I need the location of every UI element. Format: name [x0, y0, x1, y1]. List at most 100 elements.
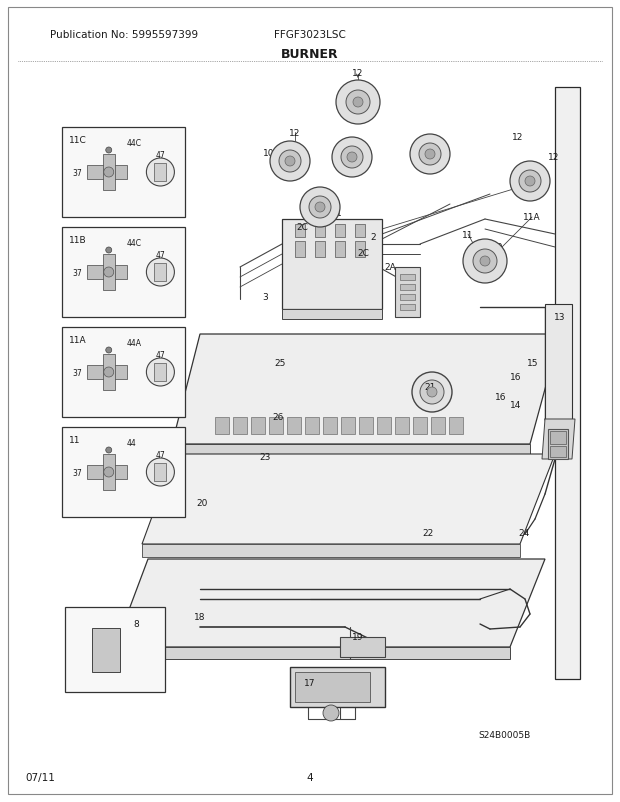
- Polygon shape: [233, 418, 247, 435]
- Polygon shape: [400, 285, 415, 290]
- Text: 11: 11: [463, 230, 474, 239]
- Text: 18: 18: [194, 613, 206, 622]
- Text: 2C: 2C: [296, 223, 308, 233]
- Text: 2A: 2A: [384, 263, 396, 272]
- Text: FFGF3023LSC: FFGF3023LSC: [274, 30, 346, 40]
- Text: 16: 16: [495, 393, 507, 402]
- Text: 4: 4: [307, 772, 313, 782]
- Text: S24B0005B: S24B0005B: [478, 730, 530, 739]
- Circle shape: [285, 157, 295, 167]
- Text: 3: 3: [262, 294, 268, 302]
- Circle shape: [146, 159, 174, 187]
- Polygon shape: [395, 268, 420, 318]
- Text: BURNER: BURNER: [281, 48, 339, 61]
- Text: eReplacementParts.com: eReplacementParts.com: [234, 453, 386, 466]
- Polygon shape: [154, 264, 166, 282]
- Polygon shape: [305, 418, 319, 435]
- Polygon shape: [87, 465, 126, 480]
- Polygon shape: [323, 418, 337, 435]
- Polygon shape: [400, 294, 415, 301]
- Text: 11A: 11A: [69, 335, 87, 345]
- Text: 37: 37: [72, 268, 82, 277]
- Circle shape: [146, 259, 174, 286]
- Text: 44: 44: [126, 438, 136, 447]
- Circle shape: [347, 153, 357, 163]
- Polygon shape: [315, 241, 325, 257]
- Text: 11C: 11C: [310, 188, 328, 197]
- Polygon shape: [215, 418, 229, 435]
- Text: 2: 2: [370, 233, 376, 242]
- Circle shape: [425, 150, 435, 160]
- Polygon shape: [545, 305, 572, 419]
- Text: 12: 12: [290, 128, 301, 137]
- Polygon shape: [142, 545, 520, 557]
- Polygon shape: [355, 241, 365, 257]
- Circle shape: [519, 171, 541, 192]
- Text: 44C: 44C: [126, 138, 142, 148]
- Circle shape: [410, 135, 450, 175]
- Text: 8: 8: [133, 619, 139, 628]
- Text: 10: 10: [492, 243, 503, 252]
- Text: 19: 19: [352, 633, 364, 642]
- Polygon shape: [62, 327, 185, 418]
- Polygon shape: [142, 455, 555, 545]
- Text: 12: 12: [548, 153, 560, 162]
- Polygon shape: [295, 672, 370, 702]
- Text: 16: 16: [510, 373, 522, 382]
- Circle shape: [104, 367, 113, 378]
- Circle shape: [346, 91, 370, 115]
- Text: 12: 12: [512, 133, 524, 142]
- Circle shape: [420, 380, 444, 404]
- Text: 21: 21: [424, 383, 436, 392]
- Polygon shape: [103, 155, 115, 191]
- Polygon shape: [251, 418, 265, 435]
- Polygon shape: [359, 418, 373, 435]
- Text: 10C: 10C: [263, 148, 281, 157]
- Text: 47: 47: [156, 251, 166, 260]
- Polygon shape: [340, 638, 385, 657]
- Text: 11B: 11B: [423, 138, 441, 148]
- Polygon shape: [542, 419, 575, 460]
- Polygon shape: [115, 647, 510, 659]
- Polygon shape: [355, 225, 365, 237]
- Polygon shape: [62, 128, 185, 217]
- Polygon shape: [395, 418, 409, 435]
- Text: 07/11: 07/11: [25, 772, 55, 782]
- Circle shape: [106, 248, 112, 253]
- Circle shape: [146, 459, 174, 486]
- Text: 13: 13: [554, 313, 565, 322]
- Polygon shape: [282, 220, 382, 310]
- Circle shape: [146, 358, 174, 387]
- Polygon shape: [295, 225, 305, 237]
- Circle shape: [332, 138, 372, 178]
- Polygon shape: [431, 418, 445, 435]
- Polygon shape: [154, 164, 166, 182]
- Circle shape: [104, 468, 113, 477]
- Polygon shape: [550, 447, 566, 457]
- Polygon shape: [548, 429, 568, 460]
- Text: 26: 26: [272, 413, 284, 422]
- Circle shape: [473, 249, 497, 273]
- Circle shape: [525, 176, 535, 187]
- Polygon shape: [87, 166, 126, 180]
- Circle shape: [341, 147, 363, 168]
- Polygon shape: [335, 225, 345, 237]
- Polygon shape: [154, 363, 166, 382]
- Circle shape: [315, 203, 325, 213]
- Polygon shape: [413, 418, 427, 435]
- Circle shape: [104, 168, 113, 178]
- Polygon shape: [154, 464, 166, 481]
- Polygon shape: [87, 366, 126, 379]
- Polygon shape: [103, 455, 115, 490]
- Text: 44C: 44C: [126, 238, 142, 247]
- Polygon shape: [290, 667, 385, 707]
- Polygon shape: [62, 228, 185, 318]
- Text: 47: 47: [156, 152, 166, 160]
- Text: 10A: 10A: [532, 178, 550, 187]
- Text: 2C: 2C: [357, 248, 369, 257]
- Polygon shape: [269, 418, 283, 435]
- Circle shape: [270, 142, 310, 182]
- Polygon shape: [555, 88, 580, 679]
- Circle shape: [427, 387, 437, 398]
- Text: 11: 11: [69, 435, 81, 444]
